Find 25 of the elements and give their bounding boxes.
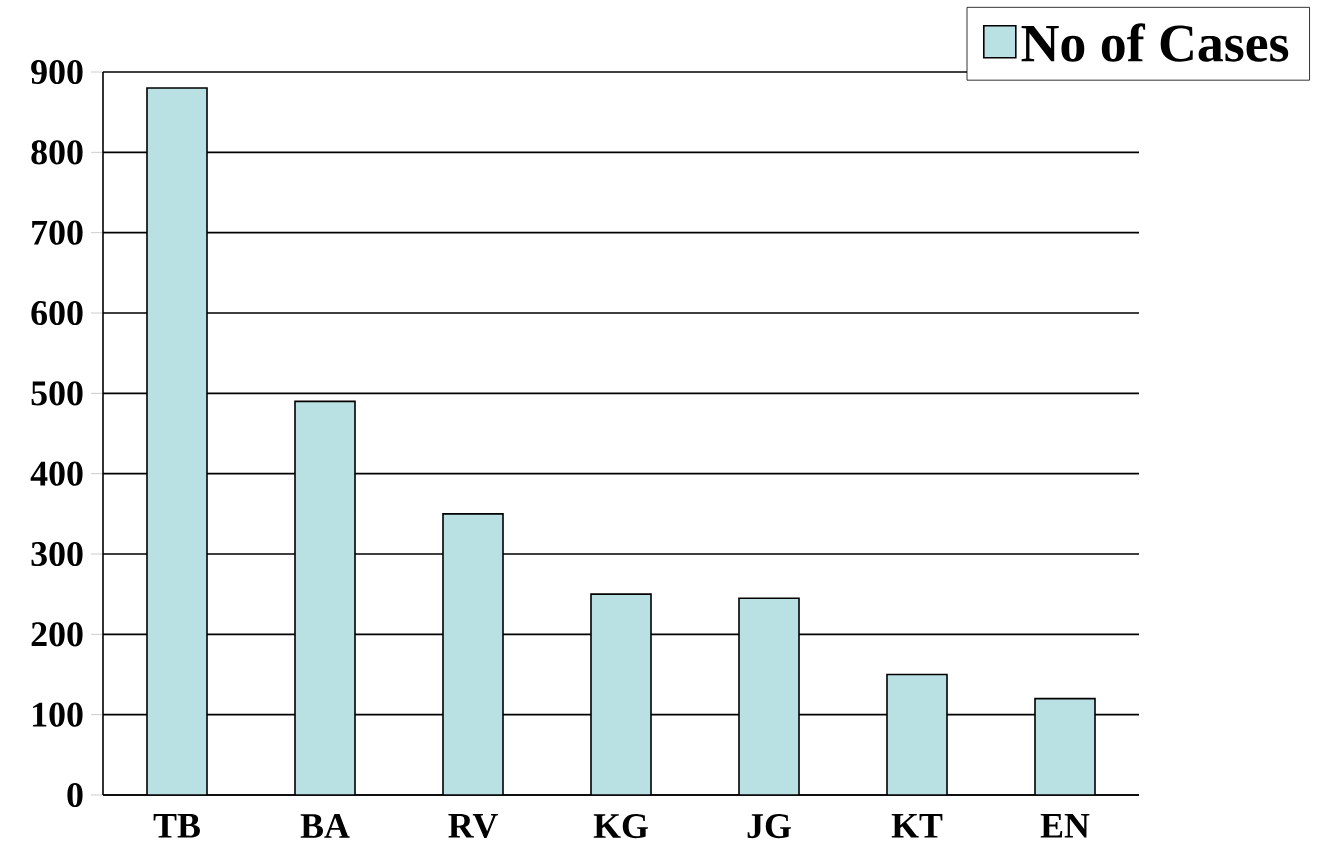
y-tick-label: 0 — [67, 782, 83, 808]
x-tick-label: EN — [1040, 814, 1090, 838]
bar — [1034, 697, 1096, 795]
y-tick-label: 600 — [31, 300, 83, 326]
y-tick-label: 900 — [31, 59, 83, 85]
x-tick-label: KT — [891, 814, 943, 838]
legend-label: No of Cases — [1021, 23, 1289, 62]
x-tick-label: BA — [300, 814, 350, 838]
y-tick-label: 800 — [31, 140, 83, 165]
y-tick-label: 500 — [31, 381, 83, 406]
y-tick-label: 100 — [33, 702, 83, 727]
bar — [590, 593, 652, 795]
bar — [738, 597, 800, 795]
y-tick-label: 300 — [31, 541, 83, 567]
x-tick-label: RV — [448, 814, 498, 839]
bar — [442, 513, 504, 795]
y-tick-label: 400 — [30, 461, 83, 486]
bar — [146, 87, 208, 795]
bar — [886, 673, 948, 795]
x-tick-label: JG — [747, 814, 791, 839]
x-tick-label: TB — [153, 814, 200, 838]
y-tick-label: 700 — [32, 220, 83, 245]
bar — [294, 400, 356, 795]
x-tick-label: KG — [593, 814, 648, 839]
y-tick-label: 200 — [31, 622, 83, 647]
